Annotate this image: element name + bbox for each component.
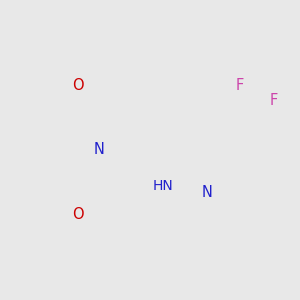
- Text: O: O: [73, 78, 84, 93]
- Text: HN: HN: [153, 179, 174, 193]
- Text: N: N: [202, 185, 212, 200]
- Text: F: F: [235, 78, 243, 93]
- Text: O: O: [73, 207, 84, 222]
- Text: N: N: [94, 142, 104, 158]
- Text: F: F: [269, 93, 278, 108]
